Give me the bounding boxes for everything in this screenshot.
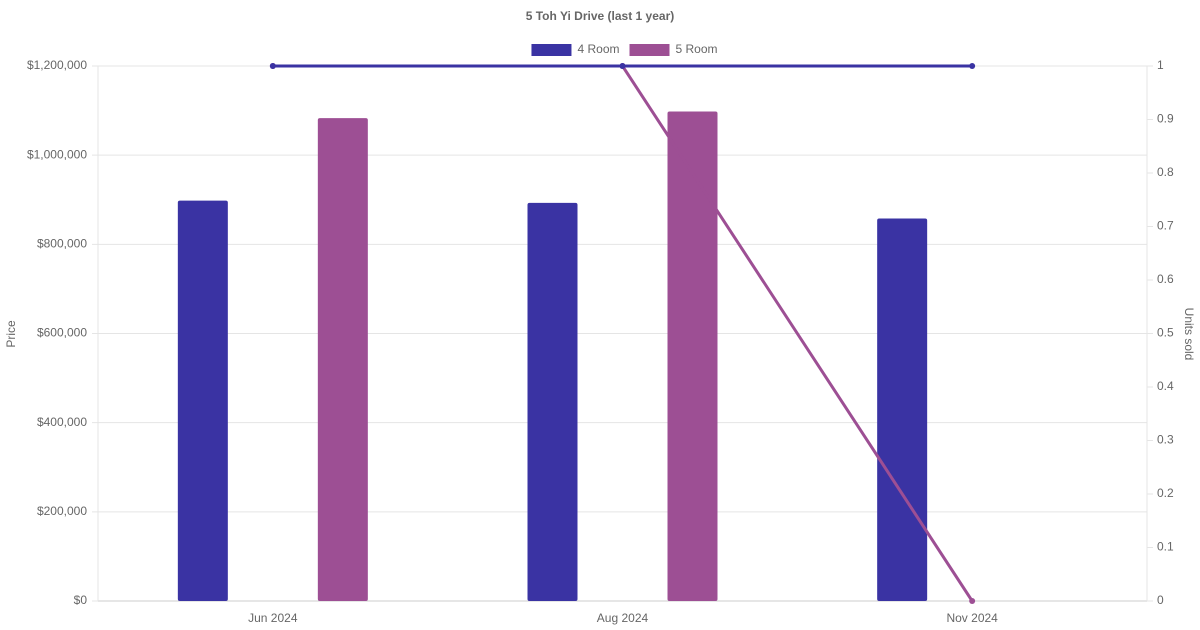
y2-tick-label: 0.2 — [1157, 486, 1174, 500]
y-tick-label: $600,000 — [37, 326, 87, 340]
bar — [667, 111, 718, 601]
bar — [877, 218, 928, 601]
y-axis-title: Price — [4, 320, 18, 348]
y2-tick-label: 0 — [1157, 593, 1164, 607]
y2-tick-label: 0.5 — [1157, 326, 1174, 340]
y2-tick-label: 0.9 — [1157, 112, 1174, 126]
legend-label: 4 Room — [577, 42, 619, 56]
y2-tick-label: 0.8 — [1157, 165, 1174, 179]
x-tick-label: Nov 2024 — [946, 611, 998, 625]
line-point — [269, 63, 276, 69]
x-tick-label: Aug 2024 — [597, 611, 649, 625]
y2-tick-label: 0.6 — [1157, 272, 1174, 286]
x-tick-label: Jun 2024 — [248, 611, 298, 625]
legend-swatch — [629, 44, 670, 56]
chart-title: 5 Toh Yi Drive (last 1 year) — [526, 9, 675, 23]
y2-tick-label: 0.7 — [1157, 219, 1174, 233]
y-tick-label: $800,000 — [37, 237, 87, 251]
y2-tick-label: 1 — [1157, 58, 1164, 72]
y-tick-label: $1,000,000 — [27, 147, 87, 161]
legend-label: 5 Room — [676, 42, 718, 56]
legend: 4 Room 5 Room — [531, 42, 718, 56]
line-point — [619, 63, 626, 69]
line-point — [969, 63, 976, 69]
y-tick-label: $200,000 — [37, 504, 87, 518]
y2-axis-title: Units sold — [1182, 308, 1196, 361]
bar — [527, 202, 578, 601]
y-tick-label: $1,200,000 — [27, 58, 87, 72]
line-point — [969, 598, 976, 604]
y-tick-label: $400,000 — [37, 415, 87, 429]
bar — [177, 200, 228, 601]
bar — [317, 118, 368, 601]
y2-tick-label: 0.4 — [1157, 379, 1174, 393]
y-tick-label: $0 — [74, 593, 88, 607]
y2-tick-label: 0.1 — [1157, 540, 1174, 554]
legend-swatch — [531, 44, 572, 56]
y2-tick-label: 0.3 — [1157, 433, 1174, 447]
